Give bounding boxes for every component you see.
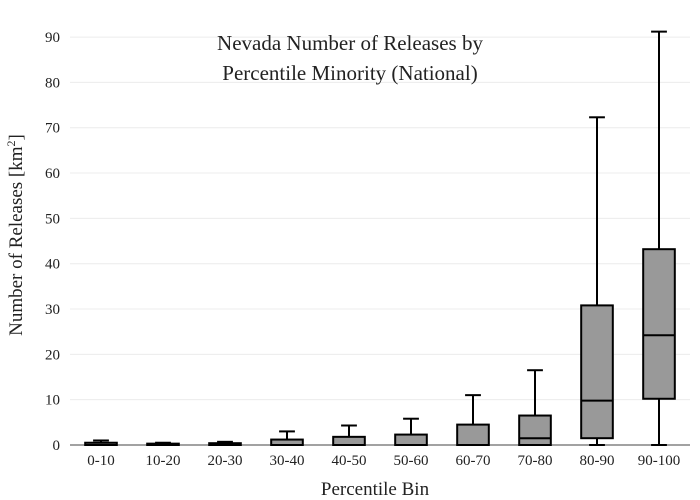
box-90-100	[642, 30, 676, 446]
box-rect	[394, 433, 428, 447]
x-tick-label: 30-40	[270, 453, 305, 469]
box-10-20	[146, 441, 180, 447]
y-tick-label: 0	[53, 438, 61, 454]
box-20-30	[208, 440, 242, 446]
y-tick-label: 80	[45, 75, 60, 91]
box-rect	[456, 423, 490, 447]
x-tick-label: 10-20	[146, 453, 181, 469]
x-axis-ticks: 0-10 10-20 20-30 30-40 40-50 50-60 60-70 70-80 8…	[87, 453, 680, 469]
box-30-40	[270, 430, 304, 447]
y-tick-label: 10	[45, 393, 60, 409]
chart-title-line-1: Nevada Number of Releases by	[217, 31, 483, 55]
x-tick-label: 50-60	[394, 453, 429, 469]
box-rect	[580, 304, 614, 440]
box-rect	[332, 435, 366, 447]
y-axis-label-superscript: 2	[4, 140, 18, 146]
y-tick-label: 30	[45, 302, 60, 318]
x-tick-label: 60-70	[456, 453, 491, 469]
y-axis-label-main: Number of Releases [km	[6, 146, 27, 336]
box-60-70	[456, 394, 490, 447]
y-axis-ticks: 0 10 20 30 40 50 60 70 80 90	[45, 30, 60, 454]
chart-title-line-2: Percentile Minority (National)	[222, 61, 477, 85]
x-tick-label: 40-50	[332, 453, 367, 469]
box-80-90	[580, 116, 614, 446]
x-axis-label: Percentile Bin	[321, 479, 430, 500]
y-tick-label: 70	[45, 121, 60, 137]
x-tick-label: 70-80	[518, 453, 553, 469]
box-rect	[642, 248, 676, 400]
x-tick-label: 0-10	[87, 453, 115, 469]
y-tick-label: 40	[45, 257, 60, 273]
x-tick-label: 80-90	[580, 453, 615, 469]
y-tick-label: 60	[45, 166, 60, 182]
box-70-80	[518, 369, 552, 447]
y-axis-label: Number of Releases [km2]	[4, 134, 27, 336]
y-tick-label: 20	[45, 347, 60, 363]
gridlines	[70, 36, 690, 401]
boxes	[84, 30, 676, 447]
x-tick-label: 20-30	[208, 453, 243, 469]
y-axis-label-end: ]	[6, 134, 27, 140]
y-tick-label: 50	[45, 211, 60, 227]
box-0-10	[84, 439, 118, 447]
y-tick-label: 90	[45, 30, 60, 46]
x-tick-label: 90-100	[638, 453, 681, 469]
box-40-50	[332, 424, 366, 447]
box-rect	[518, 414, 552, 447]
box-50-60	[394, 417, 428, 447]
